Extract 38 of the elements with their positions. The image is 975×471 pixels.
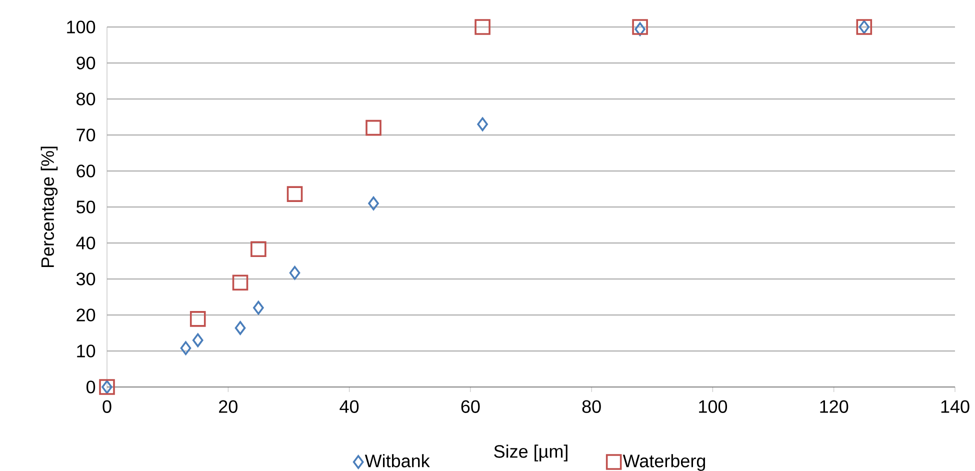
point xyxy=(250,241,266,258)
y-tick-label: 90 xyxy=(76,56,96,70)
x-axis-title: Size [µm] xyxy=(494,444,568,462)
legend-label: Waterberg xyxy=(622,454,706,471)
point xyxy=(253,300,264,315)
point xyxy=(366,120,382,136)
x-tick-label: 140 xyxy=(941,400,970,413)
x-tick-label: 120 xyxy=(820,400,848,413)
point xyxy=(286,186,303,202)
y-axis-title: Percentage [%] xyxy=(40,146,58,268)
x-tick-label: 80 xyxy=(582,400,601,413)
point xyxy=(474,19,490,35)
point xyxy=(232,274,248,290)
point xyxy=(368,196,379,210)
point xyxy=(634,22,646,36)
y-tick-label: 70 xyxy=(76,128,96,142)
x-tick-label: 100 xyxy=(699,400,728,413)
legend-label: Witbank xyxy=(364,454,430,468)
point xyxy=(632,19,648,35)
y-tick-label: 0 xyxy=(86,380,96,394)
y-tick-label: 10 xyxy=(77,344,96,358)
y-tick-label: 20 xyxy=(76,308,96,322)
x-tick-label: 0 xyxy=(102,400,112,413)
point xyxy=(477,117,488,132)
x-tick-label: 20 xyxy=(219,400,238,413)
point xyxy=(234,321,246,335)
y-tick-label: 50 xyxy=(76,200,96,214)
point xyxy=(192,333,204,348)
y-tick-label: 60 xyxy=(76,164,96,178)
x-tick-label: 40 xyxy=(340,400,359,413)
point xyxy=(289,266,300,280)
y-tick-label: 80 xyxy=(76,92,96,106)
y-tick-label: 100 xyxy=(67,20,96,34)
point xyxy=(190,311,206,327)
point xyxy=(180,341,192,356)
x-tick-label: 60 xyxy=(461,400,480,413)
y-tick-label: 30 xyxy=(76,272,96,286)
y-tick-label: 40 xyxy=(76,236,96,250)
